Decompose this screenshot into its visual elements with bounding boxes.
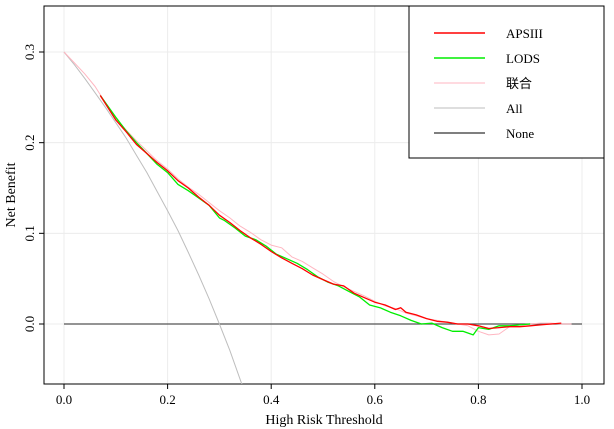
x-tick-label-5: 1.0 [574,392,590,407]
axes [43,5,605,385]
plot-border [43,5,605,385]
legend-label-none: None [506,126,534,141]
legend-label-lods: LODS [506,51,540,66]
y-tick-label-0: 0.0 [22,316,37,332]
y-tick-label-3: 0.3 [22,44,37,60]
x-tick-label-3: 0.6 [367,392,384,407]
legend-label-combined: 联合 [506,76,532,91]
x-axis-title: High Risk Threshold [265,413,382,428]
y-axis-title: Net Benefit [4,162,19,227]
x-tick-label-1: 0.2 [159,392,175,407]
series-line-all [63,51,243,384]
series-line-apsiii [99,95,562,330]
legend-label-apsiii: APSIII [506,26,543,41]
y-tick-label-2: 0.2 [22,135,37,151]
legend-label-all: All [506,101,523,116]
x-tick-label-2: 0.4 [263,392,280,407]
x-tick-label-0: 0.0 [56,392,72,407]
series-lines [63,51,582,384]
tick-marks-and-labels: 0.0 0.2 0.4 0.6 0.8 1.0 0.0 0.1 0.2 0.3 [22,44,590,407]
x-tick-label-4: 0.8 [470,392,486,407]
series-line-combined [63,51,572,336]
y-tick-label-1: 0.1 [22,225,37,241]
legend: APSIII LODS 联合 All None [408,5,605,159]
